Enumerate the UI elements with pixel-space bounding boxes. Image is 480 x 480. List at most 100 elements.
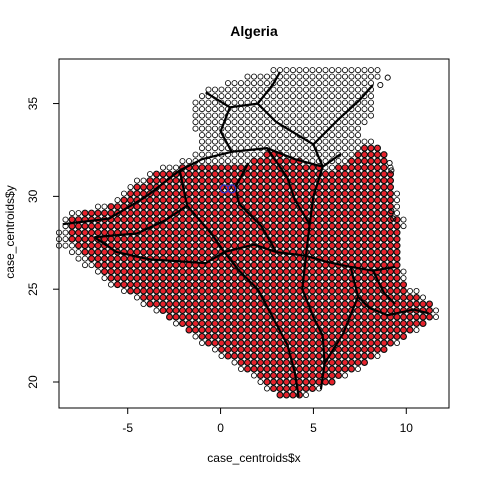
data-point — [200, 295, 205, 300]
data-point — [291, 282, 296, 287]
data-point — [102, 224, 107, 229]
data-point — [330, 295, 335, 300]
data-point — [187, 230, 192, 235]
data-point — [245, 269, 250, 274]
data-point — [154, 178, 159, 183]
data-point — [265, 243, 270, 248]
data-point — [375, 191, 380, 196]
data-point — [174, 217, 179, 222]
data-point — [83, 237, 88, 242]
data-point — [323, 198, 328, 203]
data-point — [187, 237, 192, 242]
data-point — [122, 263, 127, 268]
data-point — [297, 217, 302, 222]
data-point — [187, 178, 192, 183]
data-point — [161, 276, 166, 281]
data-point — [83, 224, 88, 229]
data-point — [317, 191, 322, 196]
data-point — [310, 237, 315, 242]
data-point — [187, 224, 192, 229]
data-point — [219, 315, 224, 320]
data-point — [362, 256, 367, 261]
data-point — [167, 237, 172, 242]
data-point — [297, 347, 302, 352]
data-point — [252, 159, 257, 164]
data-point — [349, 289, 354, 294]
data-point — [356, 204, 361, 209]
data-point — [141, 211, 146, 216]
data-point — [135, 263, 140, 268]
data-point — [343, 224, 348, 229]
data-point — [141, 276, 146, 281]
data-point — [369, 321, 374, 326]
data-point — [193, 308, 198, 313]
data-point — [356, 321, 361, 326]
data-point — [258, 341, 263, 346]
data-point — [304, 198, 309, 203]
data-point — [193, 256, 198, 261]
data-point — [206, 328, 211, 333]
data-point — [362, 243, 367, 248]
data-point — [349, 360, 354, 365]
data-point — [200, 178, 205, 183]
data-point — [174, 204, 179, 209]
data-point — [219, 328, 224, 333]
data-point — [317, 276, 322, 281]
data-point — [323, 263, 328, 268]
data-point — [343, 308, 348, 313]
data-point — [388, 282, 393, 287]
data-point — [304, 315, 309, 320]
data-point — [369, 354, 374, 359]
data-point — [122, 237, 127, 242]
data-point — [141, 295, 146, 300]
data-point — [343, 191, 348, 196]
data-point — [109, 256, 114, 261]
data-point — [291, 347, 296, 352]
data-point — [278, 224, 283, 229]
data-point — [89, 211, 94, 216]
data-point — [239, 308, 244, 313]
data-point — [245, 250, 250, 255]
data-point — [349, 230, 354, 235]
data-point — [161, 250, 166, 255]
data-point — [356, 165, 361, 170]
data-point — [141, 191, 146, 196]
data-point — [180, 295, 185, 300]
data-point — [154, 243, 159, 248]
data-point — [265, 315, 270, 320]
data-point — [291, 269, 296, 274]
data-point — [180, 211, 185, 216]
data-point — [219, 289, 224, 294]
data-point — [336, 302, 341, 307]
data-point — [369, 185, 374, 190]
data-point — [187, 185, 192, 190]
data-point — [76, 243, 81, 248]
data-point — [375, 243, 380, 248]
data-point — [154, 198, 159, 203]
data-point — [148, 211, 153, 216]
data-point — [193, 191, 198, 196]
data-point — [122, 217, 127, 222]
data-point — [187, 263, 192, 268]
data-point — [395, 289, 400, 294]
data-point — [167, 269, 172, 274]
data-point — [193, 243, 198, 248]
data-point — [362, 230, 367, 235]
data-point — [213, 243, 218, 248]
data-point — [284, 380, 289, 385]
data-point — [395, 250, 400, 255]
data-point — [349, 256, 354, 261]
data-point — [297, 165, 302, 170]
data-point — [388, 276, 393, 281]
data-point — [265, 191, 270, 196]
data-point — [395, 269, 400, 274]
data-point — [388, 308, 393, 313]
data-point — [180, 282, 185, 287]
data-point — [382, 250, 387, 255]
data-point — [271, 276, 276, 281]
data-point — [187, 308, 192, 313]
data-point — [375, 289, 380, 294]
data-point — [200, 334, 205, 339]
data-point — [135, 237, 140, 242]
data-point — [252, 328, 257, 333]
